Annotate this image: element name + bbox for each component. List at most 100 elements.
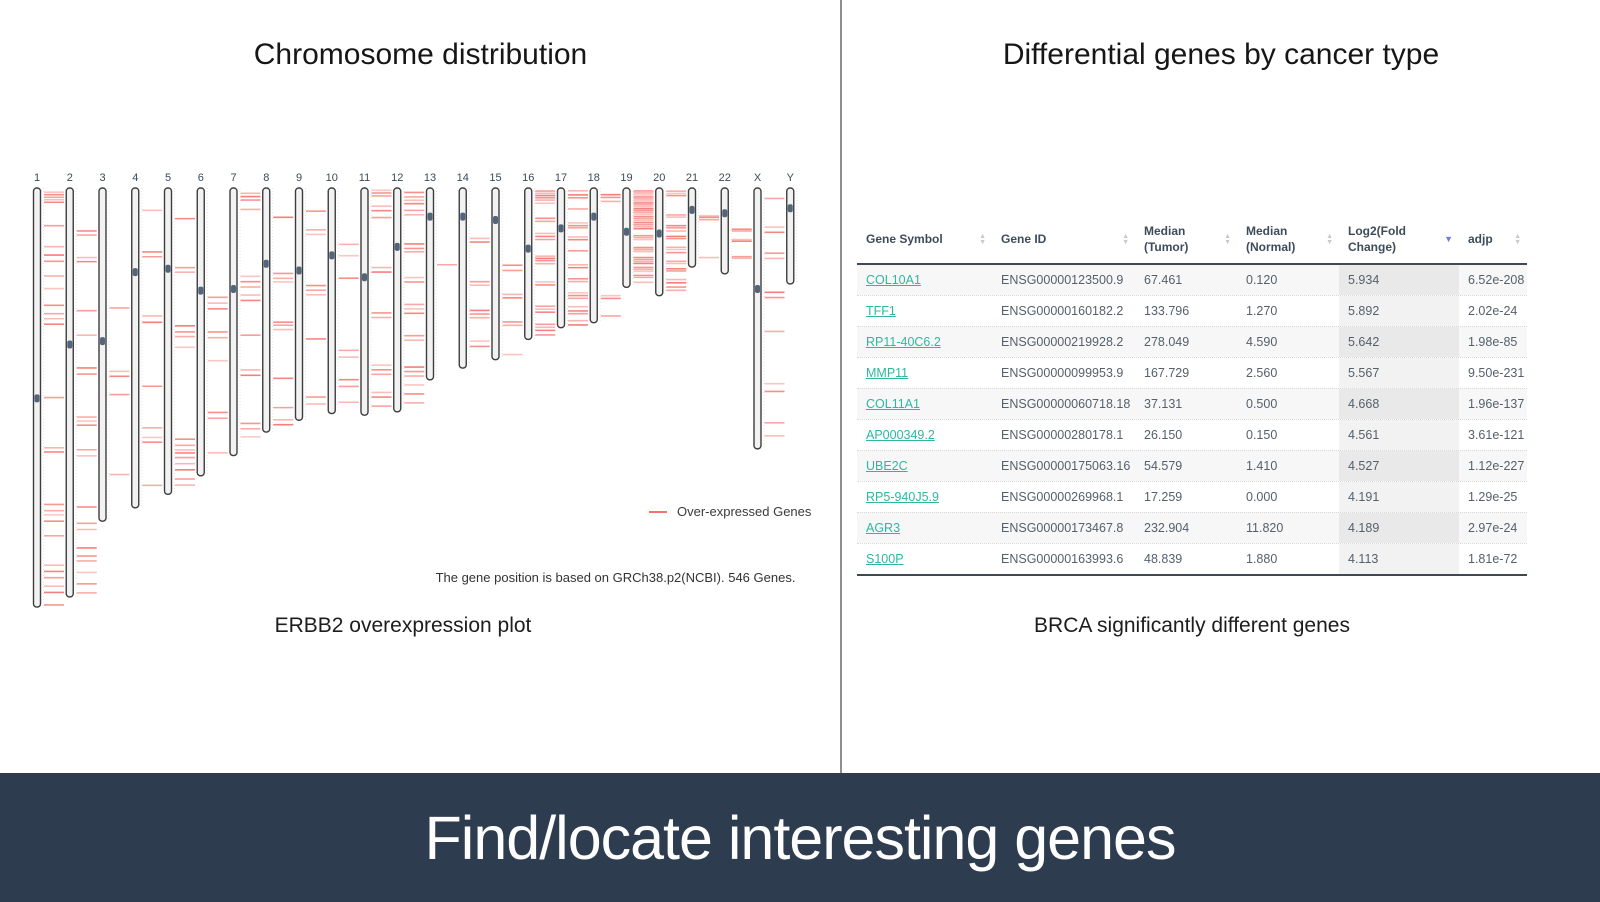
column-header-label: Median (Normal) bbox=[1246, 224, 1296, 254]
chromosome-11: 11 bbox=[359, 172, 392, 416]
cell-median_normal: 4.590 bbox=[1246, 335, 1278, 350]
chromosome-15: 15 bbox=[489, 172, 523, 361]
cell-adjp: 1.29e-25 bbox=[1468, 490, 1518, 505]
centromere-band bbox=[263, 259, 269, 268]
cell-median_tumor: 17.259 bbox=[1144, 490, 1183, 505]
cell-log2fc: 5.642 bbox=[1339, 327, 1459, 358]
table-row: TFF1 ENSG00000160182.2 133.796 1.270 5.892 2.… bbox=[857, 295, 1527, 327]
cell-gene_symbol: RP5-940J5.9 bbox=[857, 482, 992, 512]
cell-median_normal: 1.270 bbox=[1246, 304, 1278, 319]
column-header-5[interactable]: adjp ▲ ▼ bbox=[1459, 216, 1527, 263]
cell-median_tumor: 67.461 bbox=[1144, 273, 1183, 288]
centromere-band bbox=[591, 212, 597, 221]
centromere-band bbox=[427, 212, 433, 221]
chromosome-label: 3 bbox=[99, 172, 105, 184]
plot-caption: The gene position is based on GRCh38.p2(… bbox=[435, 570, 796, 585]
cell-log2fc: 4.113 bbox=[1339, 544, 1459, 575]
table-row: COL11A1 ENSG00000060718.18 37.131 0.500 4.66… bbox=[857, 388, 1527, 420]
column-header-4[interactable]: Log2(Fold Change) ▼ bbox=[1339, 216, 1459, 263]
centromere-band bbox=[34, 394, 40, 403]
over-expressed-genes-legend-dash-icon bbox=[649, 510, 667, 513]
sort-icon[interactable]: ▲ ▼ bbox=[979, 232, 986, 246]
cell-median_tumor: 37.131 bbox=[1144, 397, 1183, 412]
gene-symbol-link[interactable]: RP5-940J5.9 bbox=[866, 490, 939, 505]
gene-symbol-link[interactable]: COL10A1 bbox=[866, 273, 921, 288]
chromosome-label: 6 bbox=[198, 172, 204, 184]
chromosome-label: 7 bbox=[230, 172, 236, 184]
chromosome-label: 12 bbox=[391, 172, 403, 184]
plot-legend: Over-expressed Genes bbox=[649, 504, 811, 519]
chromosome-bar bbox=[458, 187, 467, 369]
table-row: AP000349.2 ENSG00000280178.1 26.150 0.150 4.… bbox=[857, 419, 1527, 451]
chromosome-bar bbox=[720, 187, 729, 275]
left-panel-title: Chromosome distribution bbox=[253, 38, 588, 71]
cell-gene_id: ENSG00000060718.18 bbox=[1001, 397, 1131, 412]
cell-log2fc: 5.892 bbox=[1339, 296, 1459, 327]
column-header-1[interactable]: Gene ID ▲ ▼ bbox=[992, 216, 1135, 263]
chromosome-19: 19 bbox=[620, 172, 654, 288]
cell-median_normal: 0.150 bbox=[1246, 428, 1278, 443]
chromosome-bar bbox=[294, 187, 304, 421]
cell-gene_id: ENSG00000269968.1 bbox=[1001, 490, 1124, 505]
chromosome-bar bbox=[98, 187, 107, 522]
column-header-3[interactable]: Median (Normal) ▲ ▼ bbox=[1237, 216, 1339, 263]
gene-symbol-link[interactable]: COL11A1 bbox=[866, 397, 920, 412]
cell-gene_id: ENSG00000160182.2 bbox=[1001, 304, 1124, 319]
chromosome-label: 1 bbox=[34, 172, 40, 184]
chromosome-bar bbox=[360, 187, 369, 416]
table-row: UBE2C ENSG00000175063.16 54.579 1.410 4.527 1… bbox=[857, 450, 1527, 482]
column-header-label: Median (Tumor) bbox=[1144, 224, 1189, 254]
left-panel-subtitle: ERBB2 overexpression plot bbox=[274, 614, 532, 637]
gene-symbol-link[interactable]: MMP11 bbox=[866, 366, 909, 381]
table-header-row: Gene Symbol ▲ ▼ Gene ID ▲ ▼ Median (Tumor) ▲ ▼ Me… bbox=[857, 216, 1527, 266]
chromosome-ideogram-plot: 1 2 3 4 5 6 7 8 9 10 11 12 13 14 15 16 17 18 19 20 21 22 X Y bbox=[32, 172, 798, 608]
chromosome-bar bbox=[622, 187, 631, 288]
centromere-band bbox=[132, 268, 138, 277]
cell-adjp: 3.61e-121 bbox=[1468, 428, 1525, 443]
cell-gene_symbol: AP000349.2 bbox=[857, 420, 992, 450]
chromosome-13: 13 bbox=[424, 172, 457, 381]
gene-symbol-link[interactable]: RP11-40C6.2 bbox=[866, 335, 941, 350]
chromosome-bar bbox=[163, 187, 173, 496]
cell-adjp: 2.02e-24 bbox=[1468, 304, 1518, 319]
chromosome-4: 4 bbox=[131, 172, 163, 509]
centromere-band bbox=[787, 204, 793, 213]
sort-desc-icon[interactable]: ▼ bbox=[1444, 233, 1453, 244]
gene-symbol-link[interactable]: TFF1 bbox=[866, 304, 896, 319]
cell-median_normal: 1.410 bbox=[1246, 459, 1278, 474]
centromere-band bbox=[296, 266, 302, 275]
sort-icon[interactable]: ▲ ▼ bbox=[1122, 232, 1129, 246]
gene-symbol-link[interactable]: AP000349.2 bbox=[866, 428, 935, 443]
column-header-0[interactable]: Gene Symbol ▲ ▼ bbox=[857, 216, 992, 263]
chromosome-18: 18 bbox=[588, 172, 621, 324]
cell-log2fc: 4.561 bbox=[1339, 420, 1459, 451]
chromosome-8: 8 bbox=[262, 172, 294, 433]
chromosome-bar bbox=[131, 187, 140, 509]
differential-genes-table: Gene Symbol ▲ ▼ Gene ID ▲ ▼ Median (Tumor) ▲ ▼ Me… bbox=[857, 216, 1527, 577]
centromere-band bbox=[100, 337, 105, 346]
chromosome-label: 14 bbox=[457, 172, 469, 184]
centromere-band bbox=[689, 205, 695, 214]
gene-symbol-link[interactable]: AGR3 bbox=[866, 521, 901, 536]
column-header-label: Gene ID bbox=[1001, 231, 1047, 246]
chromosome-bar bbox=[393, 187, 402, 413]
sort-icon[interactable]: ▲ ▼ bbox=[1224, 232, 1231, 246]
chromosome-17: 17 bbox=[555, 172, 588, 329]
column-header-2[interactable]: Median (Tumor) ▲ ▼ bbox=[1135, 216, 1237, 263]
chromosome-2: 2 bbox=[65, 172, 97, 598]
chromosome-bar bbox=[491, 187, 500, 361]
gene-symbol-link[interactable]: S100P bbox=[866, 552, 904, 567]
chromosome-label: 8 bbox=[263, 172, 269, 184]
sort-icon[interactable]: ▲ ▼ bbox=[1514, 232, 1521, 246]
centromere-band bbox=[198, 286, 204, 295]
chromosome-label: 20 bbox=[653, 172, 665, 184]
gene-symbol-link[interactable]: UBE2C bbox=[866, 459, 908, 474]
centromere-band bbox=[493, 215, 498, 224]
chromosome-label: 18 bbox=[588, 172, 600, 184]
chromosome-label: X bbox=[754, 172, 762, 184]
centromere-band bbox=[558, 224, 564, 233]
table-row: RP11-40C6.2 ENSG00000219928.2 278.049 4.590… bbox=[857, 326, 1527, 358]
sort-icon[interactable]: ▲ ▼ bbox=[1326, 232, 1333, 246]
centromere-band bbox=[231, 284, 236, 293]
